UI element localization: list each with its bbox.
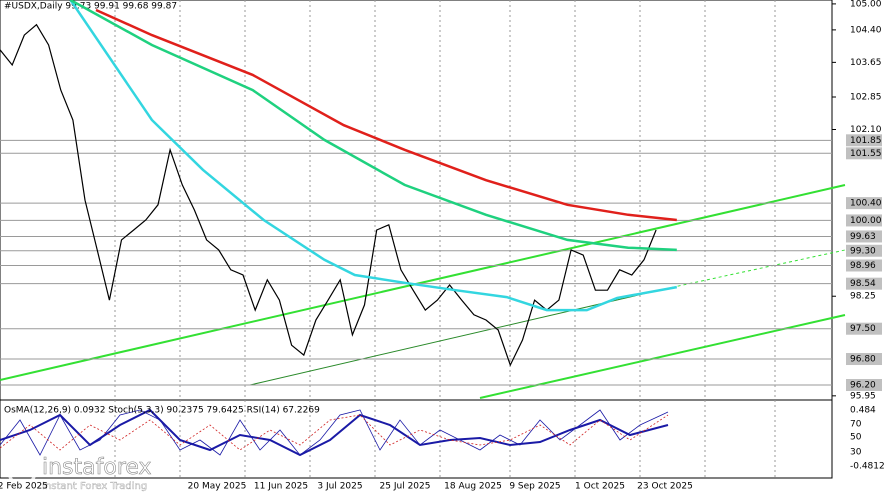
indicator-label: 0.484 [850,406,876,416]
chart-title: #USDX,Daily 99.73 99.91 99.68 99.87 [4,2,177,12]
indicator-label: 50 [850,433,862,443]
x-tick-label: 18 Aug 2025 [444,482,502,492]
y-tick-label: 105.00 [850,0,882,9]
level-box [846,134,882,147]
level-box [846,214,882,227]
trend-line [0,184,846,381]
y-tick-label: 104.40 [850,25,882,35]
series-line [95,8,677,222]
series-line [69,0,677,252]
logo-text: instaforex [42,455,152,480]
x-tick-label: 20 May 2025 [188,482,247,492]
level-label: 97.50 [850,324,876,334]
x-tick-label: 12 Feb 2025 [0,482,48,492]
x-tick-label: 25 Jul 2025 [380,482,431,492]
y-tick-label: 102.10 [850,125,882,135]
x-tick-label: 1 Oct 2025 [575,482,625,492]
y-tick-label: 98.25 [850,292,876,302]
level-box [846,230,882,243]
x-tick-label: 23 Oct 2025 [637,482,693,492]
level-box [846,353,882,366]
level-label: 101.85 [850,136,882,146]
series-line [69,0,678,312]
level-label: 96.20 [850,381,876,391]
level-label: 100.00 [850,216,882,226]
indicator-label: 70 [850,420,862,430]
stoch-signal [0,414,669,451]
level-box [846,147,882,160]
indicator-label: -0.4812 [850,462,885,472]
level-box [846,197,882,210]
x-tick-label: 11 Jun 2025 [254,482,308,492]
level-box [846,259,882,272]
level-label: 98.54 [850,279,876,289]
x-tick-label: 9 Sep 2025 [509,482,560,492]
level-box [846,244,882,257]
indicator-label: 30 [850,448,862,458]
slogan: Instant Forex Trading [42,481,147,492]
level-box [846,277,882,290]
level-label: 99.63 [850,232,876,242]
logo: instaforex Instant Forex Trading [6,454,152,492]
level-label: 98.96 [850,261,876,271]
stoch-line [0,409,669,456]
level-label: 99.30 [850,246,876,256]
level-label: 100.40 [850,199,882,209]
level-label: 101.55 [850,149,882,159]
level-box [846,379,882,392]
y-tick-label: 102.85 [850,93,882,103]
indicator-title: OsMA(12,26,9) 0.0932 Stoch(5,3,3) 90.237… [4,406,320,416]
plot-frame [0,0,833,479]
osma-line [0,408,669,457]
y-tick-label: 95.95 [850,391,876,401]
level-box [846,322,882,335]
x-tick-label: 3 Jul 2025 [317,482,362,492]
y-tick-label: 103.65 [850,58,882,68]
trend-line [249,289,661,386]
level-label: 96.80 [850,355,876,365]
